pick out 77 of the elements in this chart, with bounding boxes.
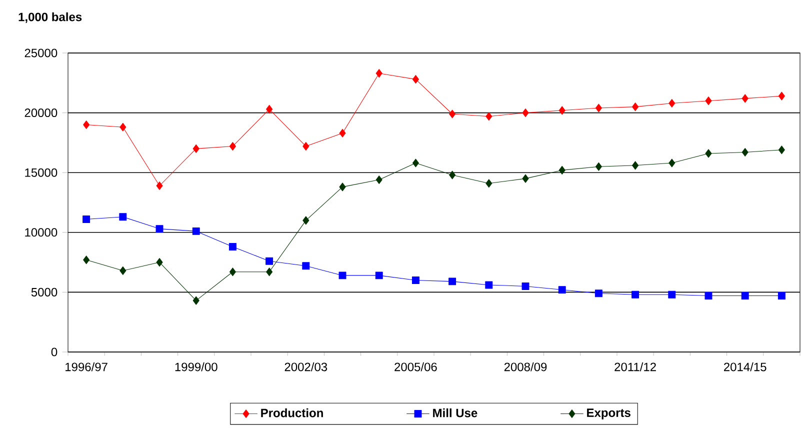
point bbox=[266, 104, 273, 114]
point bbox=[228, 243, 236, 250]
point bbox=[156, 258, 163, 267]
point bbox=[119, 213, 127, 221]
legend-label: Exports bbox=[587, 408, 630, 420]
point bbox=[558, 106, 566, 115]
point bbox=[705, 96, 712, 106]
y-tick-label: 0 bbox=[51, 348, 58, 356]
point bbox=[558, 286, 566, 294]
point bbox=[83, 120, 90, 130]
point bbox=[778, 92, 785, 100]
point bbox=[449, 170, 456, 180]
point bbox=[192, 227, 200, 235]
point bbox=[339, 128, 346, 138]
point bbox=[412, 276, 420, 284]
x-tick-label: 2002/03 bbox=[284, 362, 328, 372]
point bbox=[83, 256, 90, 264]
point bbox=[412, 75, 419, 84]
point bbox=[705, 149, 712, 158]
y-tick-label: 15000 bbox=[25, 168, 58, 177]
point bbox=[486, 179, 492, 188]
point bbox=[302, 216, 310, 225]
point bbox=[668, 290, 676, 298]
point bbox=[522, 174, 529, 183]
point bbox=[302, 262, 310, 270]
legend-label: Production bbox=[261, 408, 323, 418]
point bbox=[229, 142, 236, 151]
point bbox=[266, 257, 274, 265]
point bbox=[448, 278, 456, 286]
legend-label: Mill Use bbox=[433, 408, 478, 418]
point bbox=[338, 272, 346, 280]
point bbox=[704, 292, 712, 300]
point bbox=[632, 102, 639, 112]
point bbox=[192, 296, 200, 305]
x-tick-label: 1996/97 bbox=[66, 362, 108, 372]
point bbox=[266, 268, 273, 276]
point bbox=[449, 110, 456, 118]
point bbox=[668, 158, 676, 168]
point bbox=[558, 166, 566, 174]
point bbox=[192, 144, 200, 153]
point bbox=[485, 281, 493, 289]
point bbox=[376, 176, 382, 184]
point bbox=[632, 161, 639, 170]
point bbox=[120, 122, 126, 132]
point bbox=[82, 216, 90, 223]
point bbox=[156, 181, 163, 190]
point bbox=[778, 146, 785, 154]
x-tick-label: 1999/00 bbox=[175, 362, 218, 372]
point bbox=[412, 158, 419, 168]
y-tick-label: 20000 bbox=[24, 108, 58, 118]
y-tick-label: 10000 bbox=[25, 228, 58, 237]
point bbox=[595, 162, 602, 171]
point bbox=[668, 98, 676, 108]
point bbox=[339, 182, 346, 192]
point bbox=[120, 266, 126, 275]
point bbox=[229, 268, 236, 276]
y-tick-label: 5000 bbox=[31, 288, 58, 296]
x-tick-label: 2014/15 bbox=[724, 362, 766, 372]
point bbox=[522, 282, 530, 290]
point bbox=[595, 104, 602, 112]
point bbox=[302, 142, 310, 151]
x-tick-label: 2011/12 bbox=[614, 362, 656, 372]
point bbox=[594, 290, 602, 298]
point bbox=[375, 272, 383, 280]
point bbox=[742, 148, 748, 157]
point bbox=[156, 225, 164, 233]
point bbox=[632, 290, 640, 298]
point bbox=[486, 112, 492, 121]
x-tick-label: 2008/09 bbox=[504, 362, 547, 372]
point bbox=[376, 69, 382, 78]
point bbox=[522, 108, 529, 118]
point bbox=[778, 292, 786, 300]
point bbox=[741, 292, 749, 300]
y-axis-title: 1,000 bales bbox=[18, 12, 82, 23]
y-tick-label: 25000 bbox=[24, 48, 58, 58]
x-tick-label: 2005/06 bbox=[394, 362, 437, 372]
point bbox=[742, 94, 748, 103]
